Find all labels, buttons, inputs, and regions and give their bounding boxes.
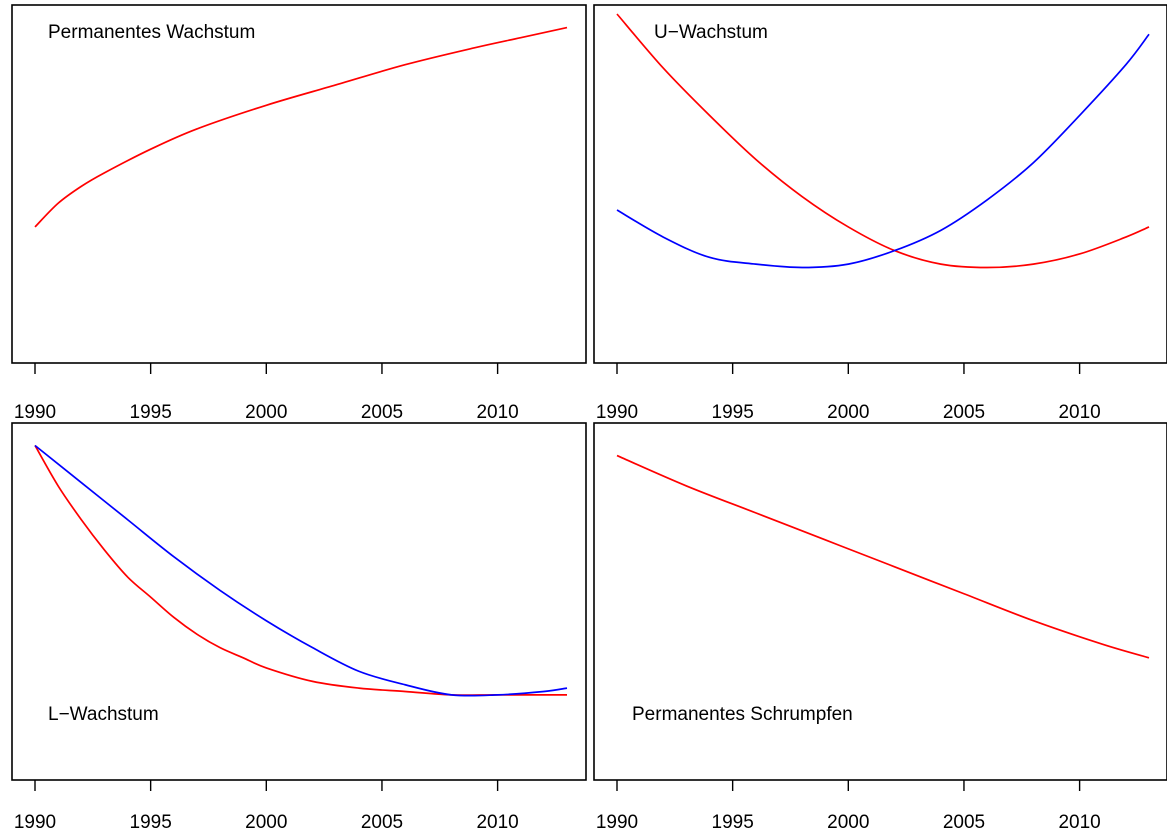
x-tick-label: 2000 [827, 402, 869, 423]
panel-l-wachstum: L−Wachstum 1990 1995 2000 2005 2010 [11, 422, 587, 833]
x-tick-label: 1995 [712, 812, 754, 833]
series-line-red [616, 454, 1150, 659]
x-tick-label: 1995 [130, 402, 172, 423]
series-line-blue [34, 444, 568, 697]
x-tick-label: 1995 [130, 812, 172, 833]
x-tick-label: 2000 [245, 402, 287, 423]
series-line-blue [616, 33, 1150, 269]
x-tick-label: 1990 [596, 402, 638, 423]
x-tick-label: 2010 [476, 812, 518, 833]
x-tick-label: 2005 [361, 402, 403, 423]
x-tick-label: 2000 [245, 812, 287, 833]
x-tick-label: 2010 [1058, 812, 1100, 833]
series-line-red [34, 445, 567, 696]
panel-permanentes-wachstum: Permanentes Wachstum 1990 1995 2000 2005 201… [11, 4, 587, 423]
x-tick-label: 2005 [943, 402, 985, 423]
panel-frame [11, 4, 587, 364]
x-tick-label: 1990 [596, 812, 638, 833]
panel-title: Permanentes Schrumpfen [632, 704, 853, 725]
x-tick-label: 2010 [476, 402, 518, 423]
x-tick-label: 1995 [712, 402, 754, 423]
x-tick-label: 1990 [14, 402, 56, 423]
panel-title: L−Wachstum [48, 704, 159, 725]
x-tick-label: 2000 [827, 812, 869, 833]
x-tick-label: 2005 [943, 812, 985, 833]
x-tick-label: 1990 [14, 812, 56, 833]
panel-frame [593, 4, 1167, 364]
panel-title: Permanentes Wachstum [48, 22, 255, 43]
panel-permanentes-schrumpfen: Permanentes Schrumpfen 1990 1995 2000 2005 2… [593, 422, 1167, 833]
panel-title: U−Wachstum [654, 22, 768, 43]
panel-frame [593, 422, 1167, 781]
x-tick-label: 2010 [1058, 402, 1100, 423]
panel-u-wachstum: U−Wachstum 1990 1995 2000 2005 2010 [593, 4, 1167, 423]
panel-frame [11, 422, 587, 781]
x-tick-label: 2005 [361, 812, 403, 833]
series-line-red [616, 13, 1150, 269]
series-line-red [34, 26, 568, 228]
